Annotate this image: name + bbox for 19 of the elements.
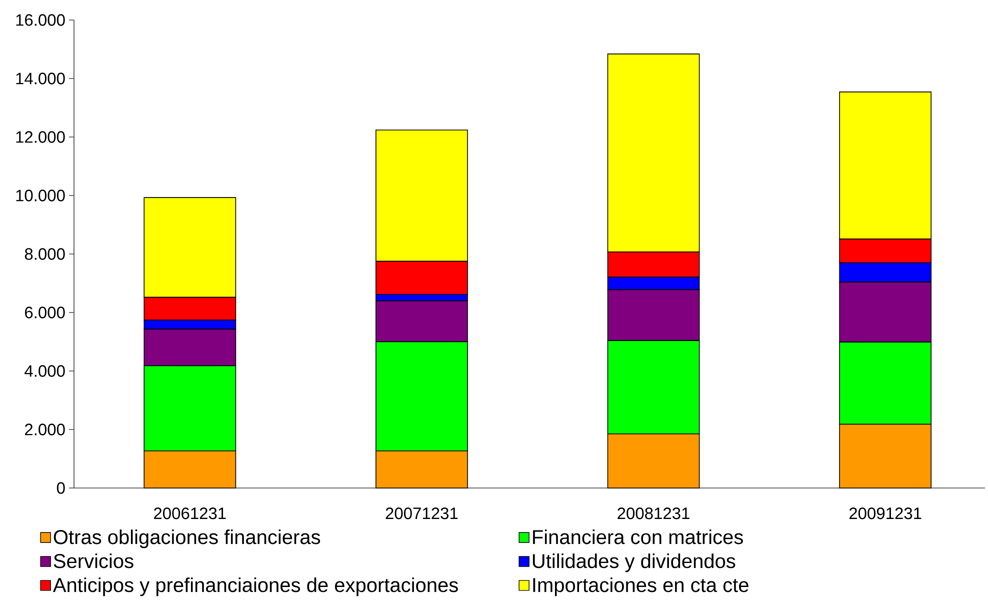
legend-label: Importaciones en cta cte [533, 577, 748, 596]
y-tick-label: 14.000 [16, 72, 65, 84]
x-tick-label: 20091231 [849, 508, 922, 520]
legend-label: Servicios [54, 553, 134, 568]
y-tick-label: 4.000 [24, 365, 65, 377]
y-tick-label: 12.000 [16, 131, 65, 143]
legend-label: Otras obligaciones financieras [54, 529, 320, 548]
y-tick-label: 0 [56, 482, 65, 494]
x-tick-label: 20061231 [154, 508, 226, 520]
x-tick-label: 20071231 [386, 508, 458, 520]
y-tick-label: 16.000 [16, 14, 65, 26]
legend-label: Anticipos y prefinanciaiones de exportaciones [52, 577, 458, 596]
y-tick-label: 2.000 [25, 424, 65, 436]
y-tick-label: 6.000 [25, 306, 65, 318]
y-tick-label: 8.000 [24, 248, 65, 260]
legend-label: Utilidades y dividendos [532, 553, 736, 572]
x-tick-label: 20081231 [618, 508, 690, 520]
y-tick-label: 10.000 [16, 190, 65, 202]
legend-label: Financiera con matrices [533, 529, 743, 544]
